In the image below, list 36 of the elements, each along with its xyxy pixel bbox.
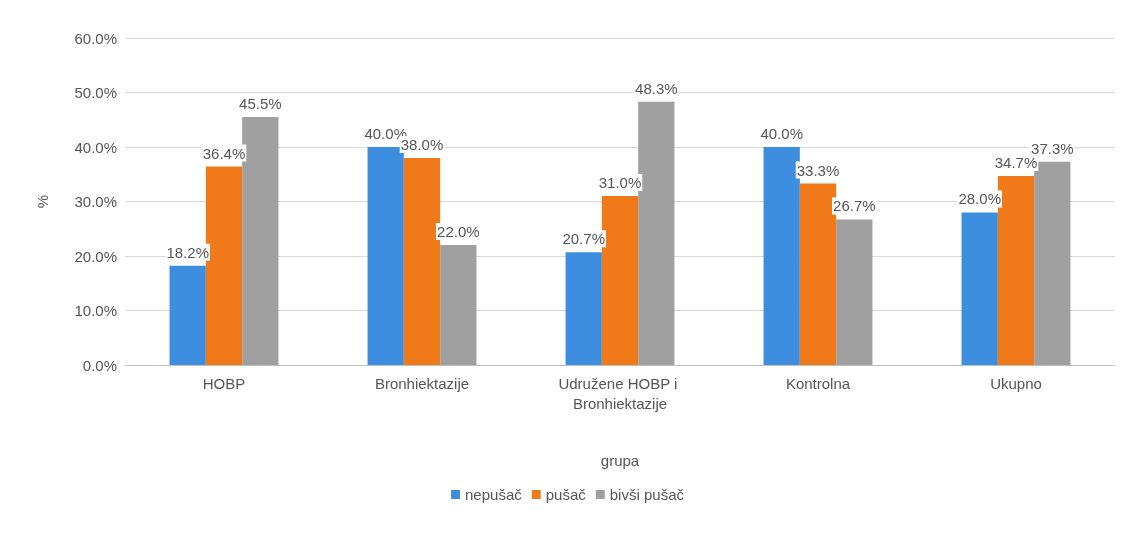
y-tick-label: 60.0%	[74, 29, 117, 47]
data-label: 48.3%	[635, 79, 678, 97]
x-tick-label: HOBP	[202, 374, 246, 392]
y-tick-label: 50.0%	[74, 84, 117, 101]
x-tick-label: Udružene HOBP i Bronhiektazije	[558, 374, 682, 412]
bar	[565, 252, 602, 365]
legend-label: nepušač	[465, 486, 523, 503]
legend-label: bivši pušač	[609, 486, 685, 503]
y-tick-label: 40.0%	[74, 138, 117, 156]
y-tick-label: 0.0%	[82, 356, 117, 374]
bar	[440, 245, 477, 365]
x-tick-label: Bronhiektazije	[374, 374, 470, 392]
data-label: 26.7%	[833, 197, 876, 215]
data-label: 28.0%	[958, 190, 1001, 208]
bar	[836, 219, 873, 365]
y-tick-label: 20.0%	[74, 247, 117, 265]
data-label: 38.0%	[400, 135, 444, 153]
data-label: 18.2%	[166, 243, 209, 261]
data-label: 31.0%	[598, 174, 642, 192]
y-tick-label: 10.0%	[74, 302, 117, 319]
data-label: 20.7%	[562, 230, 605, 248]
data-label: 36.4%	[202, 144, 246, 162]
data-label: 33.3%	[796, 161, 840, 179]
bar	[961, 212, 998, 365]
data-label: 37.3%	[1031, 139, 1074, 157]
data-label: 45.5%	[239, 95, 282, 113]
data-label: 22.0%	[437, 223, 480, 241]
x-tick-label: Ukupno	[990, 374, 1042, 392]
y-tick-label: 30.0%	[74, 193, 117, 210]
y-axis-title: %	[34, 194, 51, 209]
data-label: 34.7%	[994, 153, 1038, 171]
x-tick-label: Kontrolna	[785, 374, 851, 392]
bar	[169, 265, 206, 365]
data-label: 40.0%	[760, 125, 803, 142]
x-axis-title: grupa	[600, 452, 640, 469]
legend-label: pušač	[545, 486, 587, 503]
